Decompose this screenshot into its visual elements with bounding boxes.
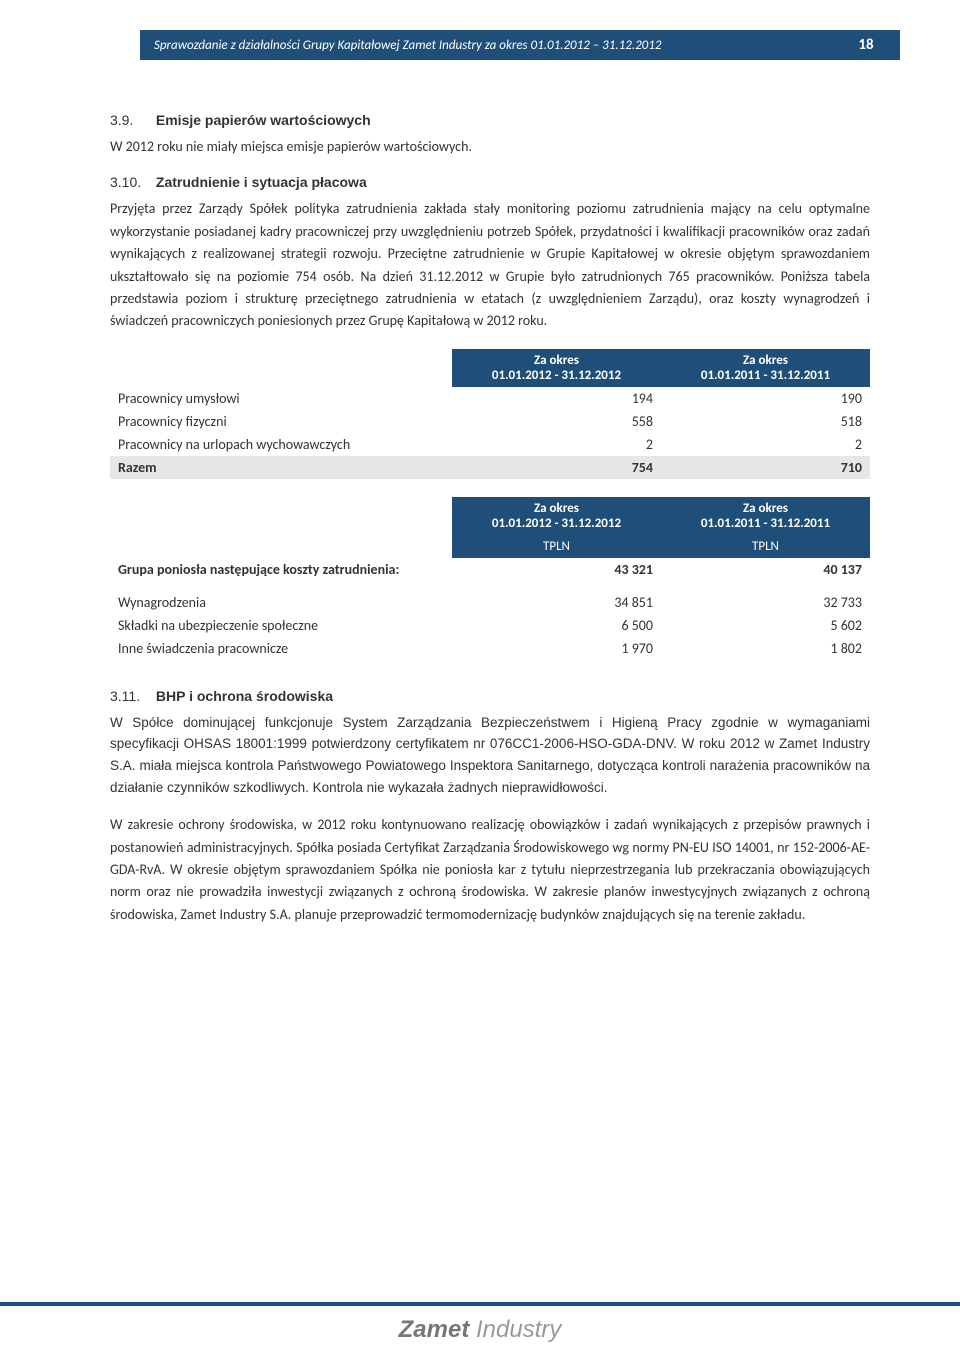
section-title: Zatrudnienie i sytuacja płacowa [156, 174, 367, 190]
table-unit-header: TPLN [452, 535, 661, 558]
employment-table: Za okres 01.01.2012 - 31.12.2012 Za okre… [110, 349, 870, 479]
section-number: 3.10. [110, 174, 152, 190]
table-row: Wynagrodzenia 34 851 32 733 [110, 591, 870, 614]
costs-table: Za okres 01.01.2012 - 31.12.2012 Za okre… [110, 497, 870, 660]
table-group-row: Grupa poniosła następujące koszty zatrud… [110, 558, 870, 581]
section-title: BHP i ochrona środowiska [156, 688, 333, 704]
section-3-11-para2: W zakresie ochrony środowiska, w 2012 ro… [110, 814, 870, 926]
table-header-cell: Za okres 01.01.2012 - 31.12.2012 [452, 497, 661, 535]
footer-logo: Zamet Industry [0, 1316, 960, 1344]
section-3-11-para1: W Spółce dominującej funkcjonuje System … [110, 712, 870, 798]
table-header-cell: Za okres 01.01.2011 - 31.12.2011 [661, 349, 870, 387]
section-number: 3.9. [110, 112, 152, 128]
section-3-10-para: Przyjęta przez Zarządy Spółek polityka z… [110, 198, 870, 332]
table-header-cell: Za okres 01.01.2011 - 31.12.2011 [661, 497, 870, 535]
page-header: Sprawozdanie z działalności Grupy Kapita… [140, 30, 900, 60]
table-row: Inne świadczenia pracownicze 1 970 1 802 [110, 637, 870, 660]
section-title: Emisje papierów wartościowych [156, 112, 371, 128]
section-3-11-heading: 3.11. BHP i ochrona środowiska [110, 688, 870, 704]
table-unit-header: TPLN [661, 535, 870, 558]
section-3-9-heading: 3.9. Emisje papierów wartościowych [110, 112, 870, 128]
table-row: Pracownicy fizyczni 558 518 [110, 410, 870, 433]
page-content: 3.9. Emisje papierów wartościowych W 201… [110, 100, 870, 942]
table-sum-row: Razem 754 710 [110, 456, 870, 479]
table-row: Pracownicy na urlopach wychowawczych 2 2 [110, 433, 870, 456]
table-row: Składki na ubezpieczenie społeczne 6 500… [110, 614, 870, 637]
section-number: 3.11. [110, 688, 152, 704]
header-title: Sprawozdanie z działalności Grupy Kapita… [154, 38, 661, 53]
footer-brand-1: Zamet [399, 1316, 470, 1343]
footer-brand-2: Industry [469, 1316, 561, 1343]
section-3-10-heading: 3.10. Zatrudnienie i sytuacja płacowa [110, 174, 870, 190]
page-number: 18 [846, 36, 886, 54]
table-header-cell: Za okres 01.01.2012 - 31.12.2012 [452, 349, 661, 387]
section-3-9-para: W 2012 roku nie miały miejsca emisje pap… [110, 136, 870, 158]
table-row: Pracownicy umysłowi 194 190 [110, 387, 870, 410]
footer-divider [0, 1302, 960, 1306]
